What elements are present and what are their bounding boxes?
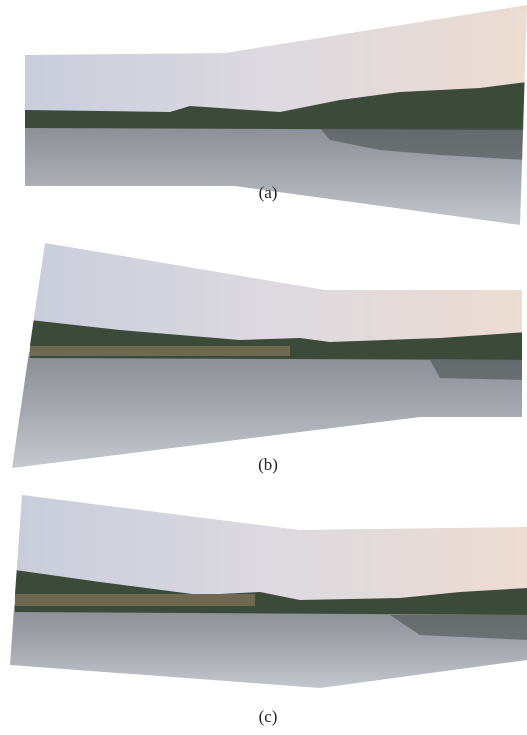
figure: (a) (b) (c) <box>0 0 527 735</box>
reflection <box>430 360 527 380</box>
shore <box>15 594 255 606</box>
caption: (a) <box>259 183 278 202</box>
page: (a) (b) (c) (() => { const data = JSON.p… <box>0 0 527 735</box>
panorama-c <box>0 490 527 695</box>
caption: (c) <box>259 707 278 726</box>
shore <box>30 346 290 356</box>
caption: (b) <box>258 455 278 474</box>
panorama-b <box>0 230 527 472</box>
